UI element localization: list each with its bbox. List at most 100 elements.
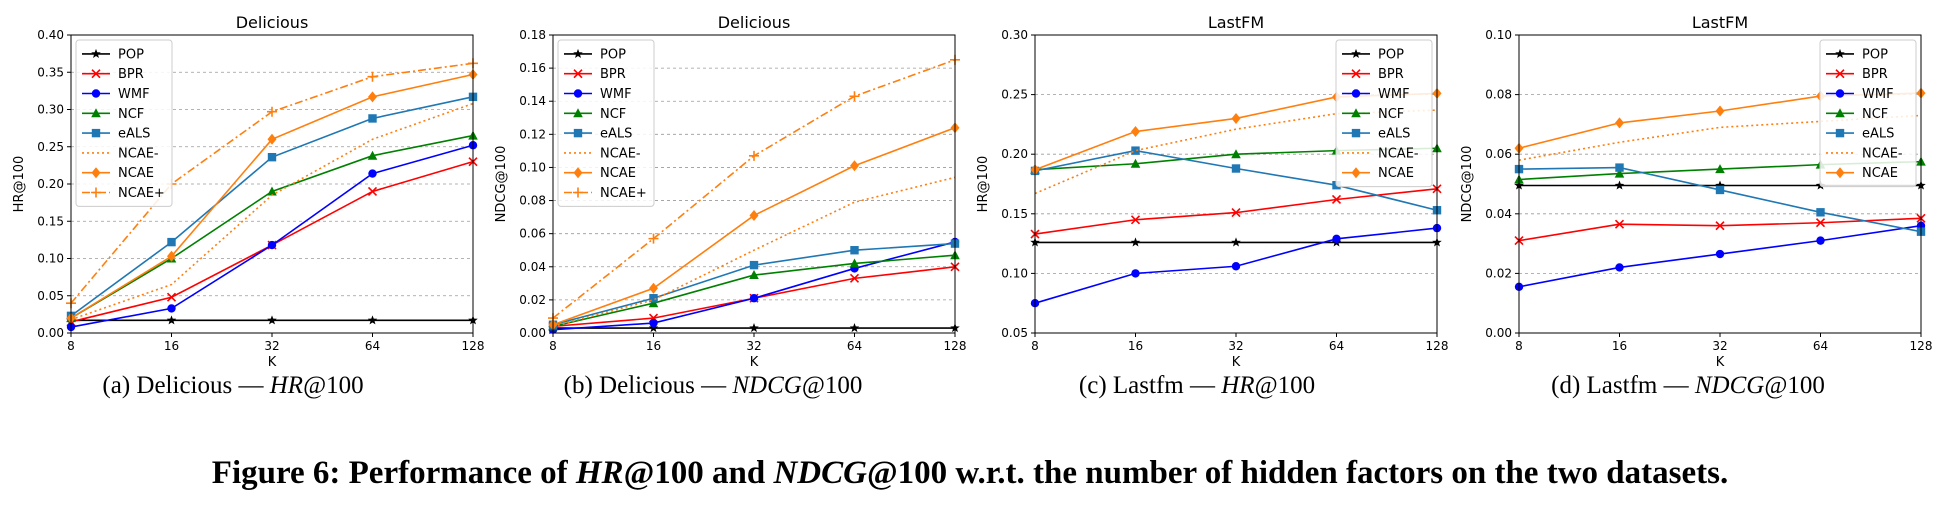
data-point	[1816, 208, 1825, 217]
legend-label: NCAE+	[118, 186, 165, 201]
data-point	[267, 152, 277, 162]
legend-marker	[1835, 69, 1845, 79]
plot-frame	[1518, 34, 1922, 334]
legend-marker	[573, 89, 583, 98]
chart-panel-1: 0.00 0.05 0.10 0.15 0.20 0.25 0.30 0.35 0.40 8 16 3…	[12, 13, 484, 370]
y-tick-label: 0.40	[37, 28, 64, 42]
x-tick-label: 32	[264, 339, 279, 353]
y-tick-label: 0.25	[1001, 88, 1028, 102]
legend-entry: NCF	[1826, 107, 1888, 122]
data-point	[367, 186, 378, 197]
chart-panel-2: 0.00 0.02 0.04 0.06 0.08 0.10 0.12 0.14 0.16 0.18…	[494, 13, 966, 370]
y-tick-label: 0.10	[519, 160, 546, 174]
legend-entry: NCAE	[564, 166, 636, 181]
data-point	[648, 323, 659, 333]
legend-marker	[91, 128, 101, 138]
chart-title: Delicious	[236, 13, 309, 32]
caption-mid: @100 and	[623, 455, 774, 491]
data-point	[368, 114, 377, 123]
legend: POP BPR WMF NCF eALS NCAE- NCAE	[1819, 39, 1917, 188]
legend-entry: BPR	[1342, 67, 1404, 82]
legend-marker	[1351, 89, 1361, 98]
x-axis-label: K	[1716, 355, 1725, 370]
x-tick-label: 8	[67, 339, 75, 353]
legend-marker	[91, 187, 101, 198]
data-point	[749, 270, 759, 280]
legend-label: BPR	[118, 67, 144, 82]
subcaption-metric: HR	[1221, 372, 1255, 399]
y-tick-label: 0.30	[37, 103, 64, 117]
caption-metric-1: HR	[575, 455, 624, 491]
y-tick-label: 0.06	[1485, 147, 1512, 161]
y-tick-label: 0.25	[37, 140, 64, 154]
y-tick-label: 0.05	[37, 289, 64, 303]
legend-entry: NCAE-	[564, 146, 641, 161]
subcaption-tag: (a)	[102, 372, 131, 399]
data-point	[1332, 234, 1341, 244]
y-tick-label: 0.04	[519, 260, 546, 274]
legend-entry: NCAE	[1826, 166, 1898, 181]
legend-entry: NCAE-	[1342, 146, 1419, 161]
data-point	[367, 71, 378, 82]
x-axis-label: K	[750, 355, 759, 370]
legend-label: eALS	[600, 127, 632, 142]
legend: POP BPR WMF NCF eALS NCAE- NCAE	[1335, 39, 1433, 188]
y-tick-label: 0.35	[37, 65, 64, 79]
legend-label: NCAE	[1378, 166, 1414, 181]
series-ncae-	[70, 102, 474, 321]
legend-label: eALS	[118, 127, 150, 142]
legend-marker	[1351, 48, 1361, 58]
subcaption-c: (c) Lastfm — HR@100	[1078, 372, 1316, 399]
y-tick-label: 0.30	[1001, 28, 1028, 42]
legend-entry: eALS	[82, 127, 150, 142]
legend-marker	[91, 69, 101, 79]
x-axis-label: K	[268, 355, 277, 370]
legend-marker	[1351, 108, 1361, 118]
subcaption-suffix: @100	[1764, 372, 1825, 399]
legend: POP BPR WMF NCF eALS NCAE- NCAE NCAE+	[75, 39, 173, 207]
y-axis-label: HR@100	[12, 156, 27, 213]
y-tick-label: 0.08	[519, 194, 546, 208]
data-point	[849, 273, 860, 283]
legend-marker	[91, 167, 101, 179]
data-point	[649, 294, 658, 303]
y-axis-label: NDCG@100	[1460, 146, 1475, 223]
legend-entry: WMF	[1826, 87, 1894, 102]
legend-entry: NCAE	[82, 166, 154, 181]
chart-title: LastFM	[1208, 13, 1264, 32]
series-line	[552, 176, 956, 328]
legend-entry: NCAE-	[82, 146, 159, 161]
legend-label: POP	[1862, 47, 1888, 62]
subcaption-b: (b) Delicious — NDCG@100	[563, 372, 863, 399]
legend-label: POP	[600, 47, 626, 62]
legend-entry: NCAE	[1342, 166, 1414, 181]
y-tick-label: 0.12	[519, 127, 546, 141]
data-point	[649, 282, 658, 294]
data-point	[1130, 237, 1141, 247]
subcaption-dataset: Lastfm	[1112, 372, 1184, 399]
data-point	[1231, 112, 1241, 124]
data-point	[849, 258, 860, 268]
x-tick-label: 32	[1712, 339, 1727, 353]
data-point	[1231, 237, 1241, 247]
x-tick-label: 64	[365, 339, 380, 353]
data-point	[648, 298, 659, 308]
legend-label: NCAE-	[600, 146, 641, 161]
series-bpr	[1030, 184, 1442, 239]
legend-entry: BPR	[82, 67, 144, 82]
legend-marker	[573, 128, 583, 138]
y-axis-label: HR@100	[976, 156, 991, 213]
legend-box	[75, 39, 173, 207]
series-line	[1518, 217, 1922, 242]
data-point	[1231, 262, 1241, 271]
legend-marker	[91, 108, 101, 118]
y-tick-label: 0.10	[1485, 28, 1512, 42]
data-point	[1715, 221, 1725, 231]
legend-label: WMF	[1862, 87, 1894, 102]
data-point	[1231, 149, 1241, 159]
legend-box	[557, 39, 655, 207]
chart-panel-4: 0.00 0.02 0.04 0.06 0.08 0.10 8 16 32 64 128 LastFM…	[1460, 13, 1932, 370]
data-point	[367, 150, 378, 160]
legend-entry: WMF	[1342, 87, 1410, 102]
data-point	[1815, 218, 1826, 228]
